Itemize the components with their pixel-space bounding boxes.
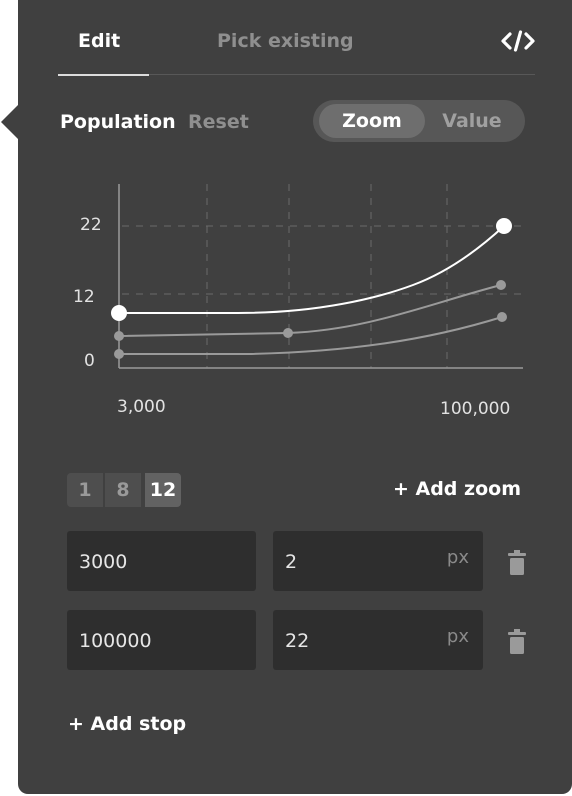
series-1-point-1 (111, 305, 127, 321)
series-2-point-2 (283, 328, 293, 338)
zoom-level-8[interactable]: 8 (105, 473, 141, 507)
chart-grid (122, 184, 523, 368)
tab-pick-existing[interactable]: Pick existing (217, 30, 354, 52)
active-tab-indicator (58, 74, 149, 76)
series-2-point-3 (496, 280, 506, 290)
add-stop-button[interactable]: + Add stop (68, 713, 187, 735)
x-tick-label-min: 3,000 (117, 397, 166, 417)
series-3-point-2 (497, 312, 507, 322)
stop-1-input-field[interactable]: 3000 (67, 531, 256, 591)
tab-bar: Edit Pick existing (58, 0, 535, 76)
series-line-3 (119, 316, 503, 355)
y-tick-label-0: 0 (84, 351, 95, 371)
stop-2-output-field[interactable]: 22 px (273, 610, 483, 670)
y-tick-label-12: 12 (73, 287, 95, 307)
tab-edit[interactable]: Edit (78, 30, 121, 52)
zoom-level-12[interactable]: 12 (145, 473, 181, 507)
trash-icon[interactable] (507, 629, 527, 655)
trash-icon[interactable] (507, 550, 527, 576)
y-tick-label-22: 22 (80, 215, 102, 235)
series-line-2 (118, 284, 502, 337)
stop-1-unit: px (446, 547, 469, 568)
x-tick-label-max: 100,000 (440, 399, 510, 419)
toggle-zoom[interactable]: Zoom (319, 104, 425, 138)
toggle-value[interactable]: Value (442, 110, 502, 132)
stop-2-output-value: 22 (285, 630, 310, 652)
property-editor-panel: Edit Pick existing Population Reset Zoom… (18, 0, 572, 794)
popover-pointer (1, 104, 19, 140)
zoom-level-1[interactable]: 1 (67, 473, 103, 507)
stop-2-unit: px (446, 626, 469, 647)
zoom-curve-chart: 22 12 0 3,000 100,000 (73, 184, 523, 419)
series-3-point-1 (114, 349, 124, 359)
code-brackets-icon[interactable] (501, 30, 535, 52)
series-1-point-2 (496, 218, 512, 234)
reset-button[interactable]: Reset (188, 111, 249, 133)
tab-divider (58, 74, 535, 75)
series-2-point-1 (114, 331, 124, 341)
add-zoom-button[interactable]: + Add zoom (392, 478, 521, 500)
series-line-1 (119, 225, 505, 314)
stop-1-output-value: 2 (285, 551, 298, 573)
property-name: Population (60, 111, 176, 133)
chart-curves (111, 218, 512, 359)
stop-2-input-field[interactable]: 100000 (67, 610, 256, 670)
stop-1-output-field[interactable]: 2 px (273, 531, 483, 591)
mode-toggle: Zoom Value (313, 100, 525, 142)
